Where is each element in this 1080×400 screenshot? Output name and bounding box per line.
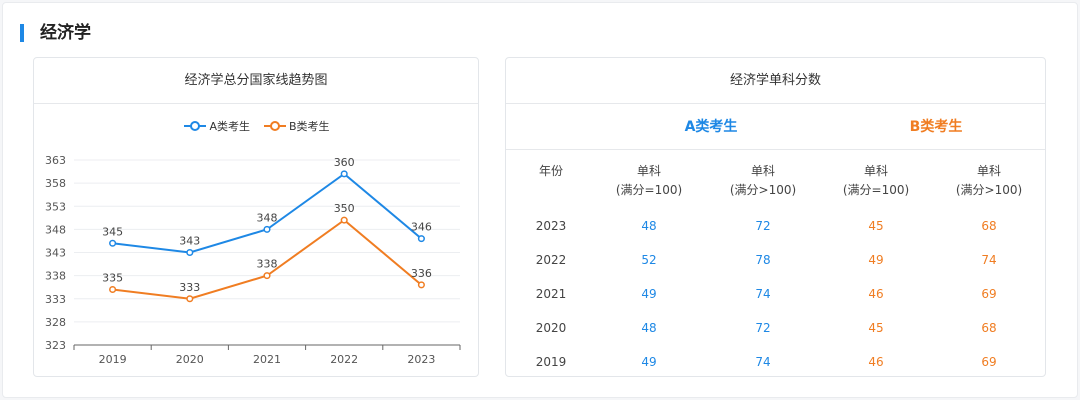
col-header-year: 年份 — [506, 162, 596, 181]
y-tick-label: 358 — [45, 177, 66, 190]
data-point — [340, 216, 348, 224]
legend-swatch-a — [184, 120, 207, 132]
col-header-a1-line2: (满分=100) — [615, 183, 683, 197]
data-point — [263, 272, 271, 280]
table-cell-year: 2023 — [535, 219, 567, 233]
col-header-a2: 单科 (满分>100) — [718, 162, 808, 200]
table-cell-a1: 48 — [641, 219, 657, 233]
data-point — [263, 225, 271, 233]
table-cell-b1: 45 — [868, 321, 884, 335]
data-point — [340, 170, 348, 178]
x-tick-label: 2022 — [330, 353, 358, 366]
table-cell-b1: 46 — [868, 355, 884, 369]
x-tick-label: 2019 — [99, 353, 127, 366]
table-cell-a2: 74 — [755, 355, 771, 369]
data-label: 360 — [334, 156, 355, 169]
table-cell-b1: 49 — [868, 253, 884, 267]
table-cell-b2: 74 — [981, 253, 997, 267]
col-header-year-label: 年份 — [538, 164, 563, 178]
table-cell-year: 2019 — [535, 355, 567, 369]
table-panel-title: 经济学单科分数 — [506, 58, 1045, 104]
data-point — [109, 239, 117, 247]
table-cell-a1: 52 — [641, 253, 657, 267]
y-tick-label: 328 — [45, 316, 66, 329]
legend-label-b: B类考生 — [288, 120, 330, 133]
col-header-b2-line1: 单科 — [976, 164, 1001, 178]
group-b-label: B类考生 — [909, 119, 963, 135]
table-cell-b1: 45 — [868, 219, 884, 233]
x-tick-label: 2021 — [253, 353, 281, 366]
y-tick-label: 353 — [45, 200, 66, 213]
x-tick-label: 2023 — [407, 353, 435, 366]
chart-panel-title: 经济学总分国家线趋势图 — [34, 58, 478, 104]
data-label: 343 — [179, 235, 200, 248]
col-header-b1: 单科 (满分=100) — [831, 162, 921, 200]
table-cell-year: 2022 — [535, 253, 567, 267]
table-cell-year: 2020 — [535, 321, 567, 335]
legend-label-a: A类考生 — [209, 120, 250, 133]
table-cell-b2: 68 — [981, 321, 997, 335]
table-cell-b2: 68 — [981, 219, 997, 233]
x-tick-label: 2020 — [176, 353, 204, 366]
table-cell-b2: 69 — [981, 355, 997, 369]
col-header-b1-line2: (满分=100) — [842, 183, 910, 197]
table-cell-a1: 49 — [641, 355, 657, 369]
col-header-a1-line1: 单科 — [636, 164, 661, 178]
data-point — [417, 235, 425, 243]
col-header-a2-line2: (满分>100) — [729, 183, 797, 197]
col-header-b2: 单科 (满分>100) — [944, 162, 1034, 200]
table-cell-a2: 78 — [755, 253, 771, 267]
col-header-b2-line2: (满分>100) — [955, 183, 1023, 197]
data-label: 346 — [411, 221, 432, 234]
data-label: 348 — [257, 211, 278, 224]
y-tick-label: 338 — [45, 270, 66, 283]
data-point — [417, 281, 425, 289]
table-cell-b2: 69 — [981, 287, 997, 301]
y-tick-label: 343 — [45, 247, 66, 260]
legend-item-a[interactable]: A类考生 — [184, 118, 250, 134]
table-cell-b1: 46 — [868, 287, 884, 301]
legend-item-b[interactable]: B类考生 — [263, 118, 330, 134]
line-chart: 323 328 333 338 343 348 353 358 363 2019 2020 2021 2… — [45, 154, 461, 366]
col-header-a2-line1: 单科 — [750, 164, 775, 178]
section-accent-bar — [20, 24, 24, 42]
table-cell-a2: 72 — [755, 321, 771, 335]
y-tick-label: 323 — [45, 339, 66, 352]
col-header-b1-line1: 单科 — [863, 164, 888, 178]
data-point — [186, 248, 194, 257]
data-label: 335 — [102, 272, 123, 285]
legend-swatch-b — [263, 120, 286, 132]
table-cell-a2: 72 — [755, 219, 771, 233]
data-label: 336 — [411, 267, 432, 280]
y-tick-label: 348 — [45, 223, 66, 236]
data-label: 333 — [179, 281, 200, 294]
col-header-a1: 单科 (满分=100) — [604, 162, 694, 200]
table-cell-a1: 48 — [641, 321, 657, 335]
y-tick-label: 363 — [45, 154, 66, 167]
trend-chart-panel: 经济学总分国家线趋势图 A类考生 B类考生 323 328 333 338 343 348… — [33, 57, 479, 377]
data-label: 350 — [334, 202, 355, 215]
data-label: 338 — [257, 258, 278, 271]
group-a-label: A类考生 — [684, 119, 738, 135]
data-point — [109, 285, 117, 294]
table-cell-a1: 49 — [641, 287, 657, 301]
y-tick-label: 333 — [45, 293, 66, 306]
table-cell-a2: 74 — [755, 287, 771, 301]
score-table-panel: 经济学单科分数 A类考生 B类考生 年份 单科 (满分=100) 单科 (满分>… — [505, 57, 1046, 377]
data-point — [186, 295, 194, 303]
group-header-row: A类考生 B类考生 — [506, 104, 1045, 150]
table-cell-year: 2021 — [535, 287, 567, 301]
section-title: 经济学 — [40, 23, 91, 43]
chart-legend: A类考生 B类考生 — [34, 118, 478, 134]
data-label: 345 — [102, 225, 123, 238]
